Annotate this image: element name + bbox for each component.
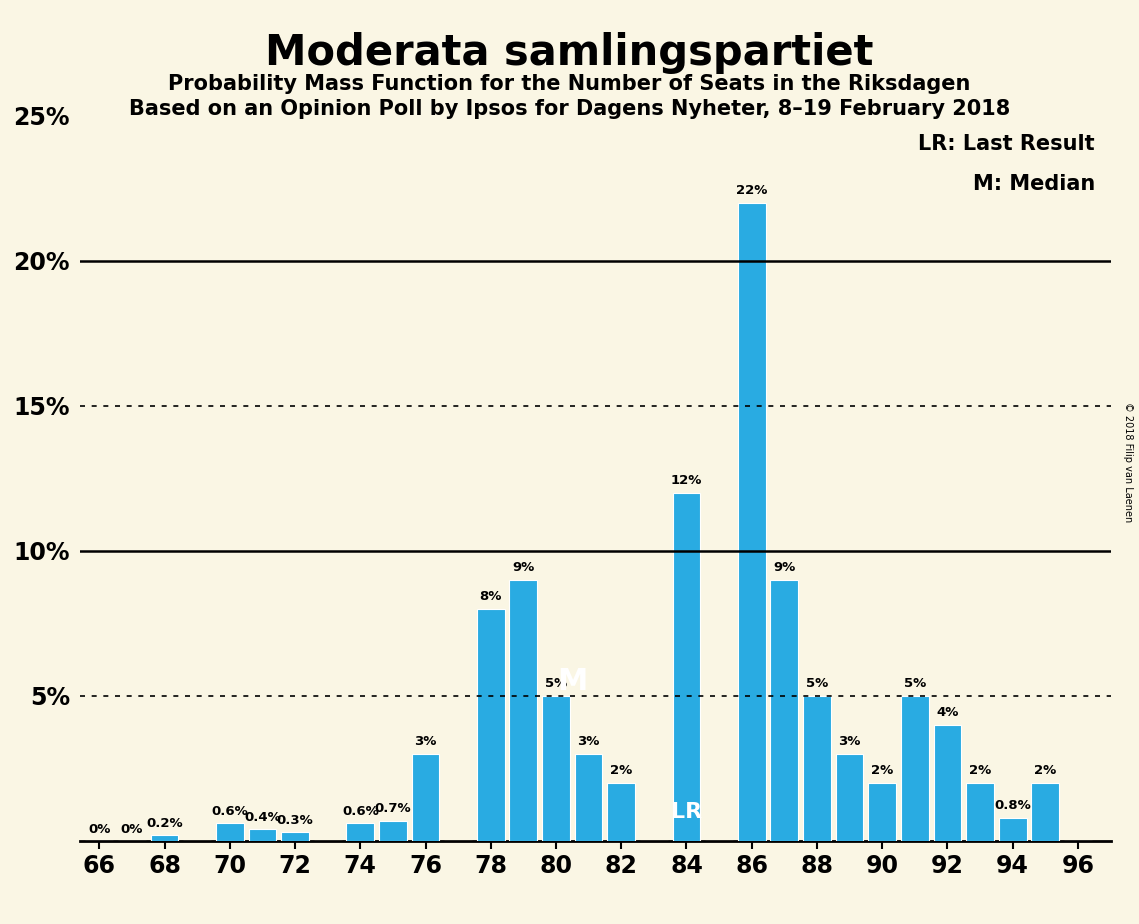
Text: 3%: 3% — [415, 735, 436, 748]
Text: 2%: 2% — [611, 764, 632, 777]
Bar — [770, 579, 798, 841]
Bar — [216, 823, 244, 841]
Text: 0.2%: 0.2% — [146, 817, 183, 830]
Text: 0.3%: 0.3% — [277, 814, 313, 827]
Bar — [738, 202, 765, 841]
Bar — [901, 696, 928, 841]
Bar — [868, 783, 896, 841]
Text: LR: LR — [671, 802, 702, 821]
Text: 0.4%: 0.4% — [244, 811, 281, 824]
Bar — [150, 835, 179, 841]
Text: © 2018 Filip van Laenen: © 2018 Filip van Laenen — [1123, 402, 1132, 522]
Text: 22%: 22% — [736, 184, 768, 197]
Bar — [379, 821, 407, 841]
Text: 2%: 2% — [1034, 764, 1056, 777]
Text: M: Median: M: Median — [973, 174, 1095, 193]
Bar — [1032, 783, 1059, 841]
Text: 9%: 9% — [513, 561, 534, 574]
Text: 0%: 0% — [88, 822, 110, 835]
Bar — [607, 783, 636, 841]
Bar — [836, 754, 863, 841]
Text: 5%: 5% — [805, 677, 828, 690]
Text: LR: Last Result: LR: Last Result — [918, 134, 1095, 153]
Bar — [477, 609, 505, 841]
Bar — [509, 579, 538, 841]
Bar — [966, 783, 994, 841]
Bar — [575, 754, 603, 841]
Bar — [542, 696, 570, 841]
Text: 5%: 5% — [903, 677, 926, 690]
Bar — [673, 492, 700, 841]
Text: 0.8%: 0.8% — [994, 799, 1031, 812]
Bar — [999, 818, 1026, 841]
Bar — [934, 724, 961, 841]
Text: M: M — [557, 667, 588, 696]
Text: 12%: 12% — [671, 474, 702, 487]
Text: 0.7%: 0.7% — [375, 802, 411, 815]
Text: 3%: 3% — [577, 735, 600, 748]
Bar — [346, 823, 374, 841]
Bar — [248, 829, 277, 841]
Text: 0.6%: 0.6% — [342, 805, 378, 819]
Bar — [281, 833, 309, 841]
Text: 2%: 2% — [871, 764, 893, 777]
Bar — [411, 754, 440, 841]
Text: 0.6%: 0.6% — [212, 805, 248, 819]
Text: Probability Mass Function for the Number of Seats in the Riksdagen: Probability Mass Function for the Number… — [169, 74, 970, 94]
Text: 3%: 3% — [838, 735, 861, 748]
Text: 2%: 2% — [969, 764, 991, 777]
Text: Moderata samlingspartiet: Moderata samlingspartiet — [265, 32, 874, 74]
Text: 8%: 8% — [480, 590, 502, 603]
Text: Based on an Opinion Poll by Ipsos for Dagens Nyheter, 8–19 February 2018: Based on an Opinion Poll by Ipsos for Da… — [129, 99, 1010, 119]
Text: 9%: 9% — [773, 561, 795, 574]
Text: 4%: 4% — [936, 706, 959, 719]
Bar — [803, 696, 830, 841]
Text: 5%: 5% — [544, 677, 567, 690]
Text: 0%: 0% — [121, 822, 144, 835]
